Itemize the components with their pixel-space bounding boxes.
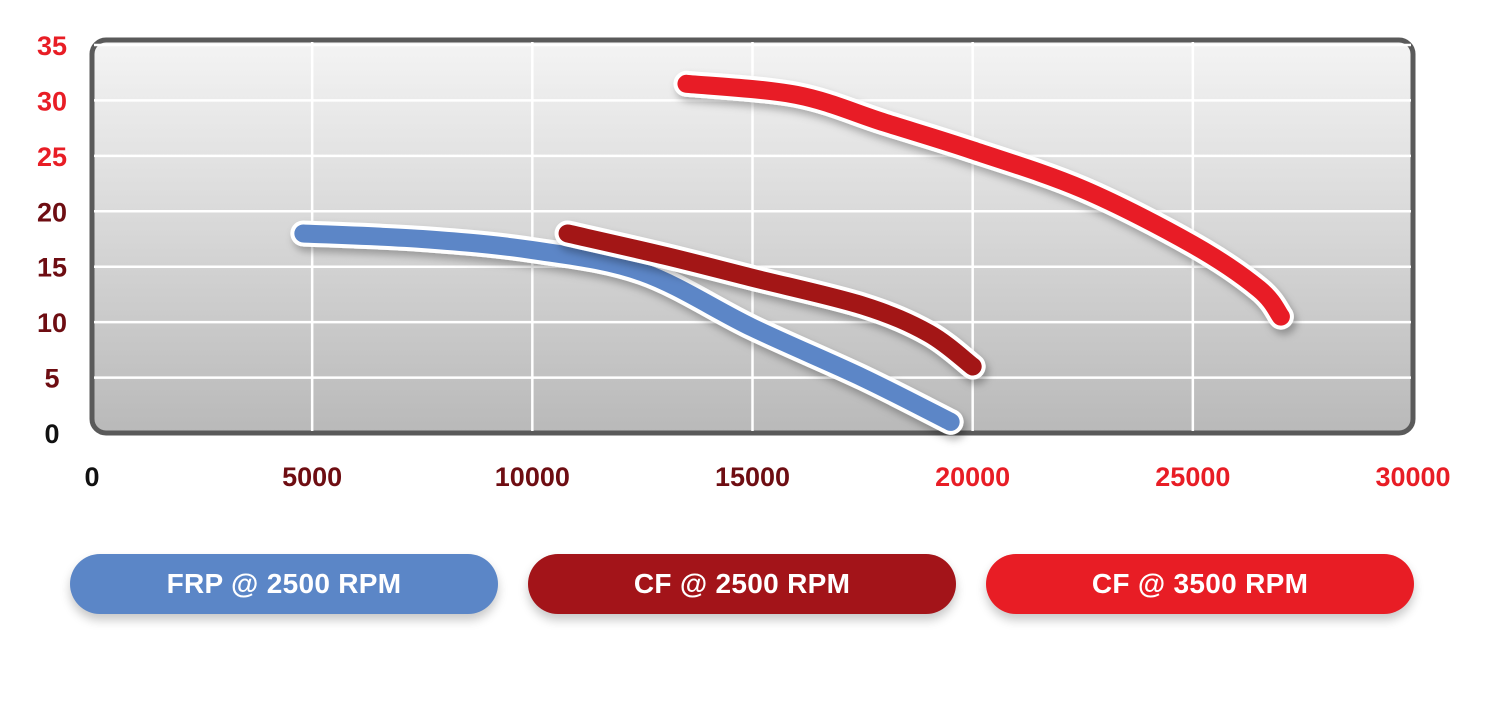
x-tick-label: 15000 bbox=[715, 462, 790, 492]
series-line-2 bbox=[554, 220, 986, 380]
series-path bbox=[558, 224, 982, 376]
legend-cf-3500: CF @ 3500 RPM bbox=[986, 554, 1414, 614]
y-tick-label: 25 bbox=[37, 142, 67, 172]
series-path bbox=[294, 224, 960, 431]
x-axis-ticks: 0 5000 10000 15000 20000 25000 30000 bbox=[84, 462, 1450, 492]
y-tick-label: 20 bbox=[37, 197, 67, 227]
series-path bbox=[677, 74, 1290, 326]
y-tick-label: 35 bbox=[37, 31, 67, 61]
series-lines bbox=[290, 70, 1294, 435]
y-tick-label: 5 bbox=[44, 364, 59, 394]
x-tick-label: 25000 bbox=[1155, 462, 1230, 492]
series-line-1 bbox=[290, 220, 964, 435]
x-tick-label: 0 bbox=[84, 462, 99, 492]
y-tick-label: 15 bbox=[37, 253, 67, 283]
legend-label-frp-2500: FRP @ 2500 RPM bbox=[166, 568, 402, 599]
x-tick-label: 10000 bbox=[495, 462, 570, 492]
y-axis-ticks: 0 5 10 15 20 25 30 35 bbox=[37, 31, 67, 449]
x-tick-label: 5000 bbox=[282, 462, 342, 492]
series-line-3 bbox=[673, 70, 1294, 330]
legend-label-cf-2500: CF @ 2500 RPM bbox=[633, 568, 851, 599]
y-tick-label: 30 bbox=[37, 86, 67, 116]
legend-cf-2500: CF @ 2500 RPM bbox=[528, 554, 956, 614]
legend-label-cf-3500: CF @ 3500 RPM bbox=[1091, 568, 1309, 599]
x-tick-label: 30000 bbox=[1375, 462, 1450, 492]
y-tick-label: 0 bbox=[44, 419, 59, 449]
legend-frp-2500: FRP @ 2500 RPM bbox=[70, 554, 498, 614]
x-tick-label: 20000 bbox=[935, 462, 1010, 492]
y-tick-label: 10 bbox=[37, 308, 67, 338]
